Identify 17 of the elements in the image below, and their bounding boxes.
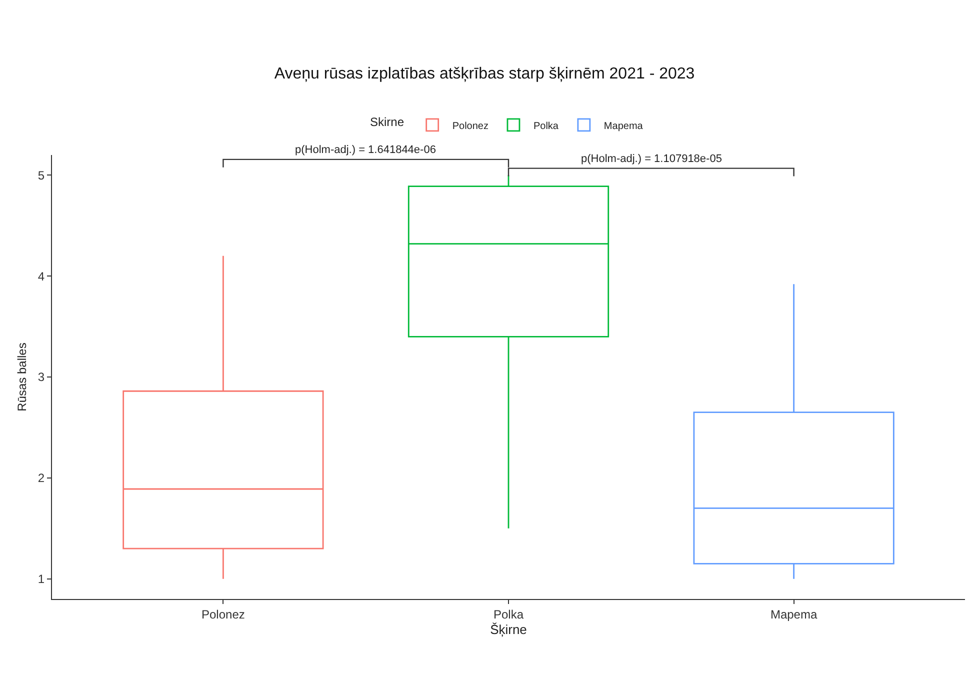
annotation: p(Holm-adj.) = 1.641844e-06 <box>295 144 436 156</box>
y-tick-label: 5 <box>38 168 45 182</box>
y-tick-label: 4 <box>38 269 45 284</box>
y-tick-label: 2 <box>38 471 45 486</box>
x-tick-label: Mapema <box>770 608 818 622</box>
x-tick-label: Polka <box>493 608 524 622</box>
legend-label: Polka <box>533 120 559 132</box>
legend-label: Mapema <box>604 120 644 132</box>
legend-label: Polonez <box>452 120 488 132</box>
x-axis-title: Šķirne <box>490 622 527 638</box>
annotation: p(Holm-adj.) = 1.107918e-05 <box>581 153 722 165</box>
legend-title: Skirne <box>370 115 404 130</box>
x-tick-label: Polonez <box>202 608 245 622</box>
y-tick-label: 3 <box>38 370 45 384</box>
chart-title: Aveņu rūsas izplatības atšķrības starp šķirnēm 2021 - 2023 <box>274 66 695 82</box>
y-axis-title: Rūsas balles <box>15 342 30 412</box>
y-tick-label: 1 <box>38 572 45 586</box>
